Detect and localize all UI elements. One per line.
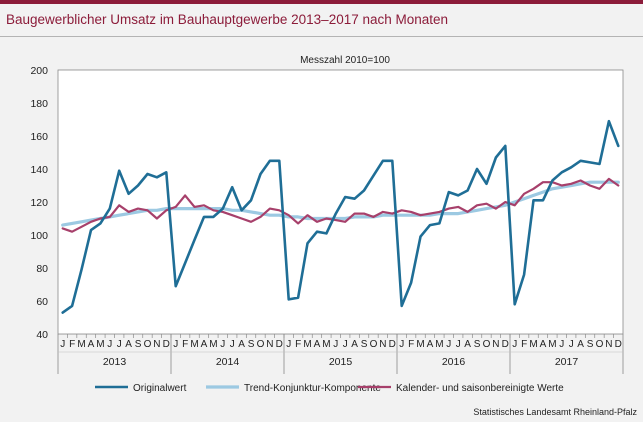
- x-month-label: J: [117, 339, 122, 350]
- title-divider: [0, 36, 643, 37]
- x-month-label: M: [96, 339, 104, 350]
- x-month-label: A: [427, 339, 434, 350]
- x-month-label: J: [343, 339, 348, 350]
- y-tick-label: 180: [30, 98, 48, 110]
- x-month-label: J: [220, 339, 225, 350]
- x-month-label: M: [435, 339, 443, 350]
- x-month-label: N: [266, 339, 273, 350]
- x-month-label: J: [173, 339, 178, 350]
- page-title: Baugewerblicher Umsatz im Bauhauptgewerb…: [6, 12, 449, 27]
- x-month-label: J: [107, 339, 112, 350]
- x-month-label: D: [615, 339, 622, 350]
- x-month-label: O: [144, 339, 152, 350]
- legend-item-originalwert-label: Originalwert: [133, 383, 187, 394]
- x-month-label: S: [587, 339, 594, 350]
- x-month-label: N: [379, 339, 386, 350]
- x-year-label: 2016: [442, 356, 466, 368]
- legend: Originalwert Trend-Konjunktur-Komponente K…: [95, 383, 564, 394]
- x-month-label: A: [238, 339, 245, 350]
- y-tick-label: 60: [36, 296, 48, 308]
- plot-background: [58, 70, 623, 334]
- x-month-label: M: [303, 339, 311, 350]
- x-month-label: J: [446, 339, 451, 350]
- source-note: Statistisches Landesamt Rheinland-Pfalz: [473, 407, 637, 417]
- x-month-label: J: [230, 339, 235, 350]
- legend-item-saisonbereinigt-label: Kalender- und saisonbereinigte Werte: [396, 383, 564, 394]
- series-line-saisonbereinigt: [61, 177, 620, 233]
- x-month-label: A: [201, 339, 208, 350]
- x-month-label: S: [135, 339, 142, 350]
- x-month-label: O: [483, 339, 491, 350]
- x-month-label: J: [286, 339, 291, 350]
- x-month-label: A: [464, 339, 471, 350]
- x-month-label: F: [521, 339, 527, 350]
- x-year-label: 2014: [216, 356, 240, 368]
- chart-subtitle: Messzahl 2010=100: [300, 55, 390, 66]
- x-month-label: S: [248, 339, 255, 350]
- x-month-label: D: [389, 339, 396, 350]
- x-month-label: A: [314, 339, 321, 350]
- x-year-label: 2017: [555, 356, 579, 368]
- x-year-label: 2013: [103, 356, 127, 368]
- x-month-label: J: [399, 339, 404, 350]
- y-tick-label: 80: [36, 263, 48, 275]
- x-month-label: S: [361, 339, 368, 350]
- plot-area: [57, 69, 624, 335]
- x-month-label: M: [416, 339, 424, 350]
- y-tick-label: 200: [30, 65, 48, 77]
- x-month-label: J: [456, 339, 461, 350]
- x-month-label: M: [548, 339, 556, 350]
- x-month-label: A: [88, 339, 95, 350]
- x-month-label: J: [512, 339, 517, 350]
- x-month-label: M: [209, 339, 217, 350]
- x-month-label: N: [153, 339, 160, 350]
- x-month-label: J: [333, 339, 338, 350]
- series-lines: [61, 119, 620, 314]
- x-month-label: M: [190, 339, 198, 350]
- x-month-label: M: [322, 339, 330, 350]
- x-month-label: F: [69, 339, 75, 350]
- x-month-label: A: [351, 339, 358, 350]
- x-month-label: D: [163, 339, 170, 350]
- x-month-label: F: [408, 339, 414, 350]
- y-tick-label: 140: [30, 164, 48, 176]
- x-month-label: O: [596, 339, 604, 350]
- x-month-label: F: [295, 339, 301, 350]
- x-month-label: J: [60, 339, 65, 350]
- series-line-originalwert: [61, 119, 620, 314]
- x-month-label: A: [577, 339, 584, 350]
- x-month-label: J: [559, 339, 564, 350]
- x-month-label: O: [370, 339, 378, 350]
- accent-bar: [0, 0, 643, 4]
- x-month-label: D: [502, 339, 509, 350]
- series-line-trend: [61, 180, 620, 227]
- x-month-label: N: [605, 339, 612, 350]
- x-month-label: D: [276, 339, 283, 350]
- x-month-label: M: [529, 339, 537, 350]
- y-tick-label: 160: [30, 131, 48, 143]
- x-year-label: 2015: [329, 356, 353, 368]
- y-tick-label: 40: [36, 329, 48, 341]
- y-tick-label: 120: [30, 197, 48, 209]
- legend-item-trend-label: Trend-Konjunktur-Komponente: [244, 383, 381, 394]
- y-tick-label: 100: [30, 230, 48, 242]
- x-month-label: O: [257, 339, 265, 350]
- x-month-label: A: [540, 339, 547, 350]
- x-month-label: S: [474, 339, 481, 350]
- x-month-label: J: [569, 339, 574, 350]
- x-month-label: M: [77, 339, 85, 350]
- x-month-label: N: [492, 339, 499, 350]
- x-month-label: A: [125, 339, 132, 350]
- x-month-label: F: [182, 339, 188, 350]
